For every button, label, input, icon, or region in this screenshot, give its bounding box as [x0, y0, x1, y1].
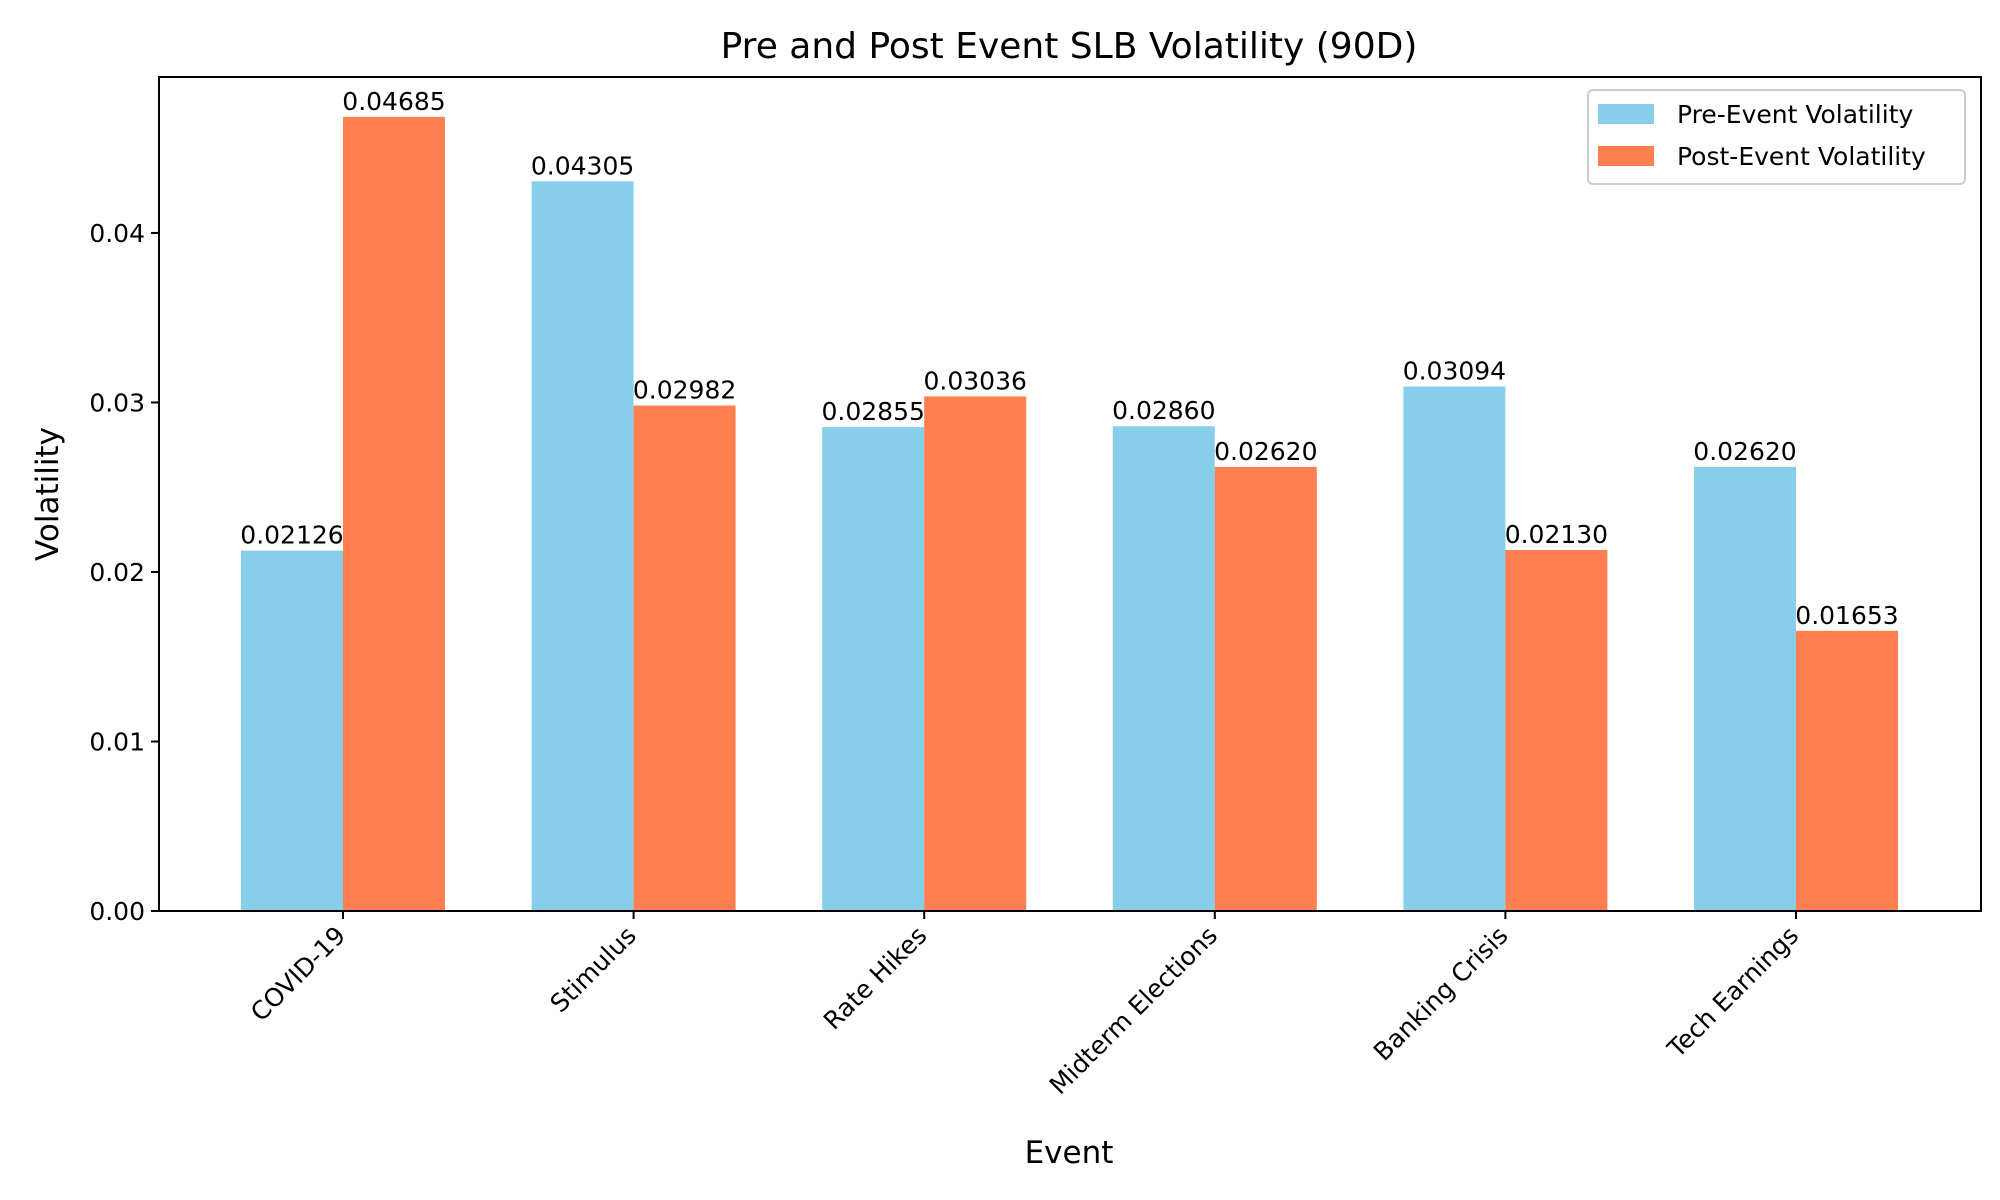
- bar-post-event-volatility-stimulus: [633, 405, 736, 911]
- data-label-post-event-volatility-stimulus: 0.02982: [633, 376, 736, 405]
- bar-pre-event-volatility-covid-19: [241, 550, 343, 911]
- chart-title: Pre and Post Event SLB Volatility (90D): [721, 26, 1418, 67]
- data-label-post-event-volatility-rate-hikes: 0.03036: [924, 366, 1027, 395]
- legend-label-pre-event: Pre-Event Volatility: [1677, 100, 1913, 129]
- y-tick-label: 0.04: [89, 219, 145, 248]
- plot-area-frame: [158, 76, 1982, 912]
- legend-label-post-event: Post-Event Volatility: [1677, 142, 1926, 171]
- bar-pre-event-volatility-banking-crisis: [1403, 386, 1506, 911]
- y-tick-label: 0.00: [89, 897, 145, 926]
- bar-post-event-volatility-covid-19: [343, 116, 445, 911]
- bar-pre-event-volatility-rate-hikes: [822, 427, 925, 911]
- data-labels: 0.02126 0.04305 0.02855 0.02860 0.03094 0.026…: [240, 87, 1898, 630]
- y-axis-label: Volatility: [30, 427, 66, 561]
- legend-swatch-pre-event: [1598, 104, 1654, 124]
- data-label-pre-event-volatility-banking-crisis: 0.03094: [1403, 357, 1506, 386]
- data-label-pre-event-volatility-midterm-elections: 0.02860: [1112, 396, 1215, 425]
- data-label-post-event-volatility-covid-19: 0.04685: [342, 87, 445, 116]
- bar-post-event-volatility-midterm-elections: [1214, 466, 1317, 911]
- data-label-pre-event-volatility-stimulus: 0.04305: [531, 151, 634, 180]
- legend-frame: [1587, 89, 1966, 185]
- data-label-pre-event-volatility-tech-earnings: 0.02620: [1693, 437, 1796, 466]
- y-tick-label: 0.02: [89, 558, 145, 587]
- legend-swatch-post-event: [1598, 146, 1654, 166]
- data-label-post-event-volatility-banking-crisis: 0.02130: [1505, 520, 1608, 549]
- y-tick-label: 0.01: [89, 727, 145, 756]
- bar-post-event-volatility-tech-earnings: [1796, 630, 1898, 911]
- bar-pre-event-volatility-tech-earnings: [1694, 466, 1796, 911]
- data-label-pre-event-volatility-covid-19: 0.02126: [240, 521, 343, 550]
- bar-post-event-volatility-banking-crisis: [1505, 549, 1608, 911]
- bar-post-event-volatility-rate-hikes: [924, 396, 1027, 911]
- y-axis: 0.00 0.01 0.02 0.03 0.04: [89, 219, 159, 926]
- data-label-post-event-volatility-midterm-elections: 0.02620: [1214, 437, 1317, 466]
- bar-pre-event-volatility-stimulus: [531, 181, 634, 911]
- y-tick-label: 0.03: [89, 388, 145, 417]
- data-label-post-event-volatility-tech-earnings: 0.01653: [1795, 601, 1898, 630]
- bar-pre-event-volatility-midterm-elections: [1112, 426, 1215, 911]
- x-axis-label: Event: [1025, 1135, 1114, 1171]
- legend: Pre-Event Volatility Post-Event Volatili…: [1587, 89, 1966, 185]
- bars: [241, 116, 1898, 911]
- data-label-pre-event-volatility-rate-hikes: 0.02855: [822, 397, 925, 426]
